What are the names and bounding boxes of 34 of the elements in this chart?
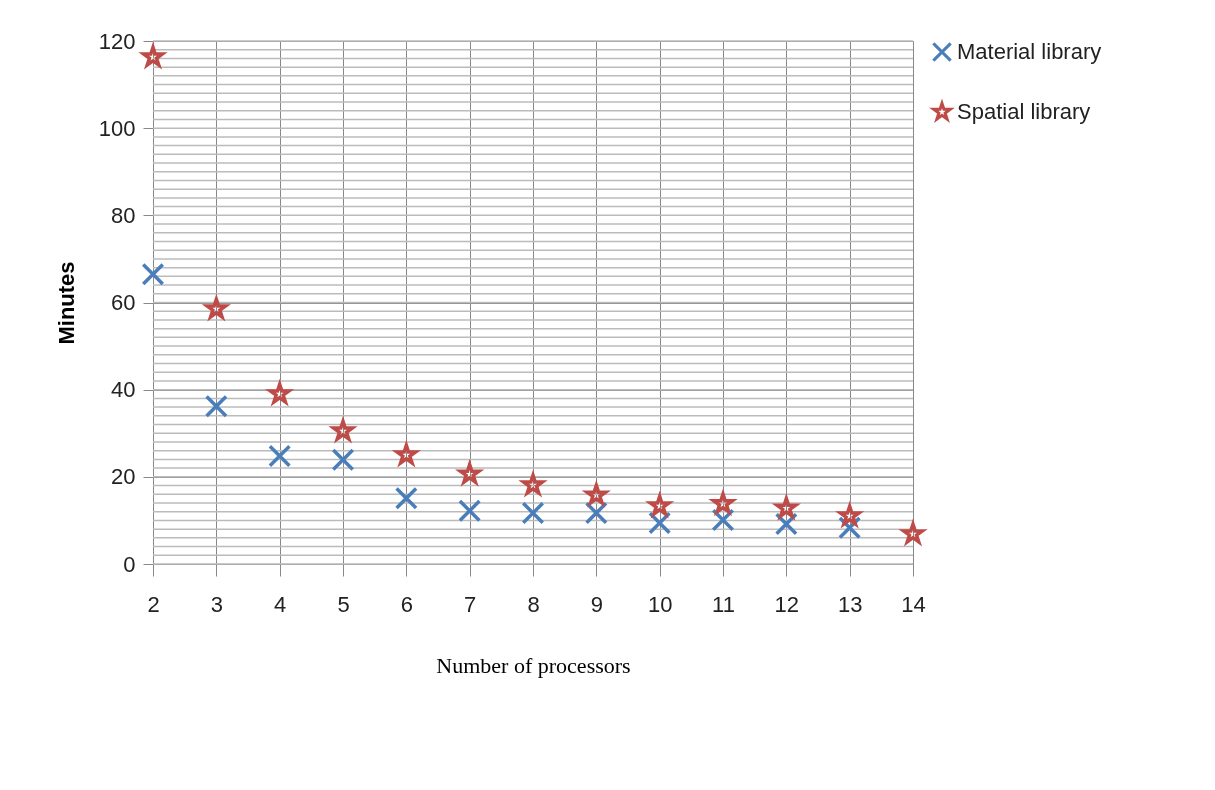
point [584, 501, 608, 525]
x-tick-label: 9 [590, 591, 603, 617]
point [204, 394, 228, 418]
x-tick-label: 14 [901, 591, 926, 617]
x-tick-label: 12 [774, 591, 800, 617]
x-tick-label: 8 [527, 591, 540, 617]
x-tick-label: 13 [837, 591, 863, 617]
point [648, 511, 672, 535]
point [331, 448, 355, 472]
y-axis-title: Minutes [53, 261, 79, 345]
x-tick-label: 6 [400, 591, 413, 617]
x-tick-label: 2 [147, 591, 160, 617]
x-tick-label: 10 [647, 591, 673, 617]
point [268, 444, 292, 468]
y-tick-label: 60 [111, 290, 136, 315]
y-tick-label: 100 [98, 115, 136, 141]
legend-label: Spatial library [957, 99, 1091, 124]
y-tick-label: 80 [111, 202, 136, 228]
x-tick-label: 7 [464, 591, 477, 617]
point [394, 486, 418, 510]
point [774, 512, 798, 536]
x-tick-label: 11 [712, 591, 735, 617]
y-tick-label: 0 [123, 551, 136, 577]
x-tick-label: 4 [274, 591, 287, 617]
y-tick-label: 20 [111, 464, 136, 490]
legend-label: Material library [957, 39, 1102, 64]
y-tick-label: 120 [98, 28, 136, 54]
x-tick-label: 5 [337, 591, 350, 617]
point [521, 501, 545, 525]
x-tick-label: 3 [210, 591, 223, 617]
point [141, 262, 165, 286]
y-tick-label: 40 [111, 377, 136, 403]
x-axis-title: Number of processors [436, 652, 631, 678]
point [458, 499, 482, 523]
